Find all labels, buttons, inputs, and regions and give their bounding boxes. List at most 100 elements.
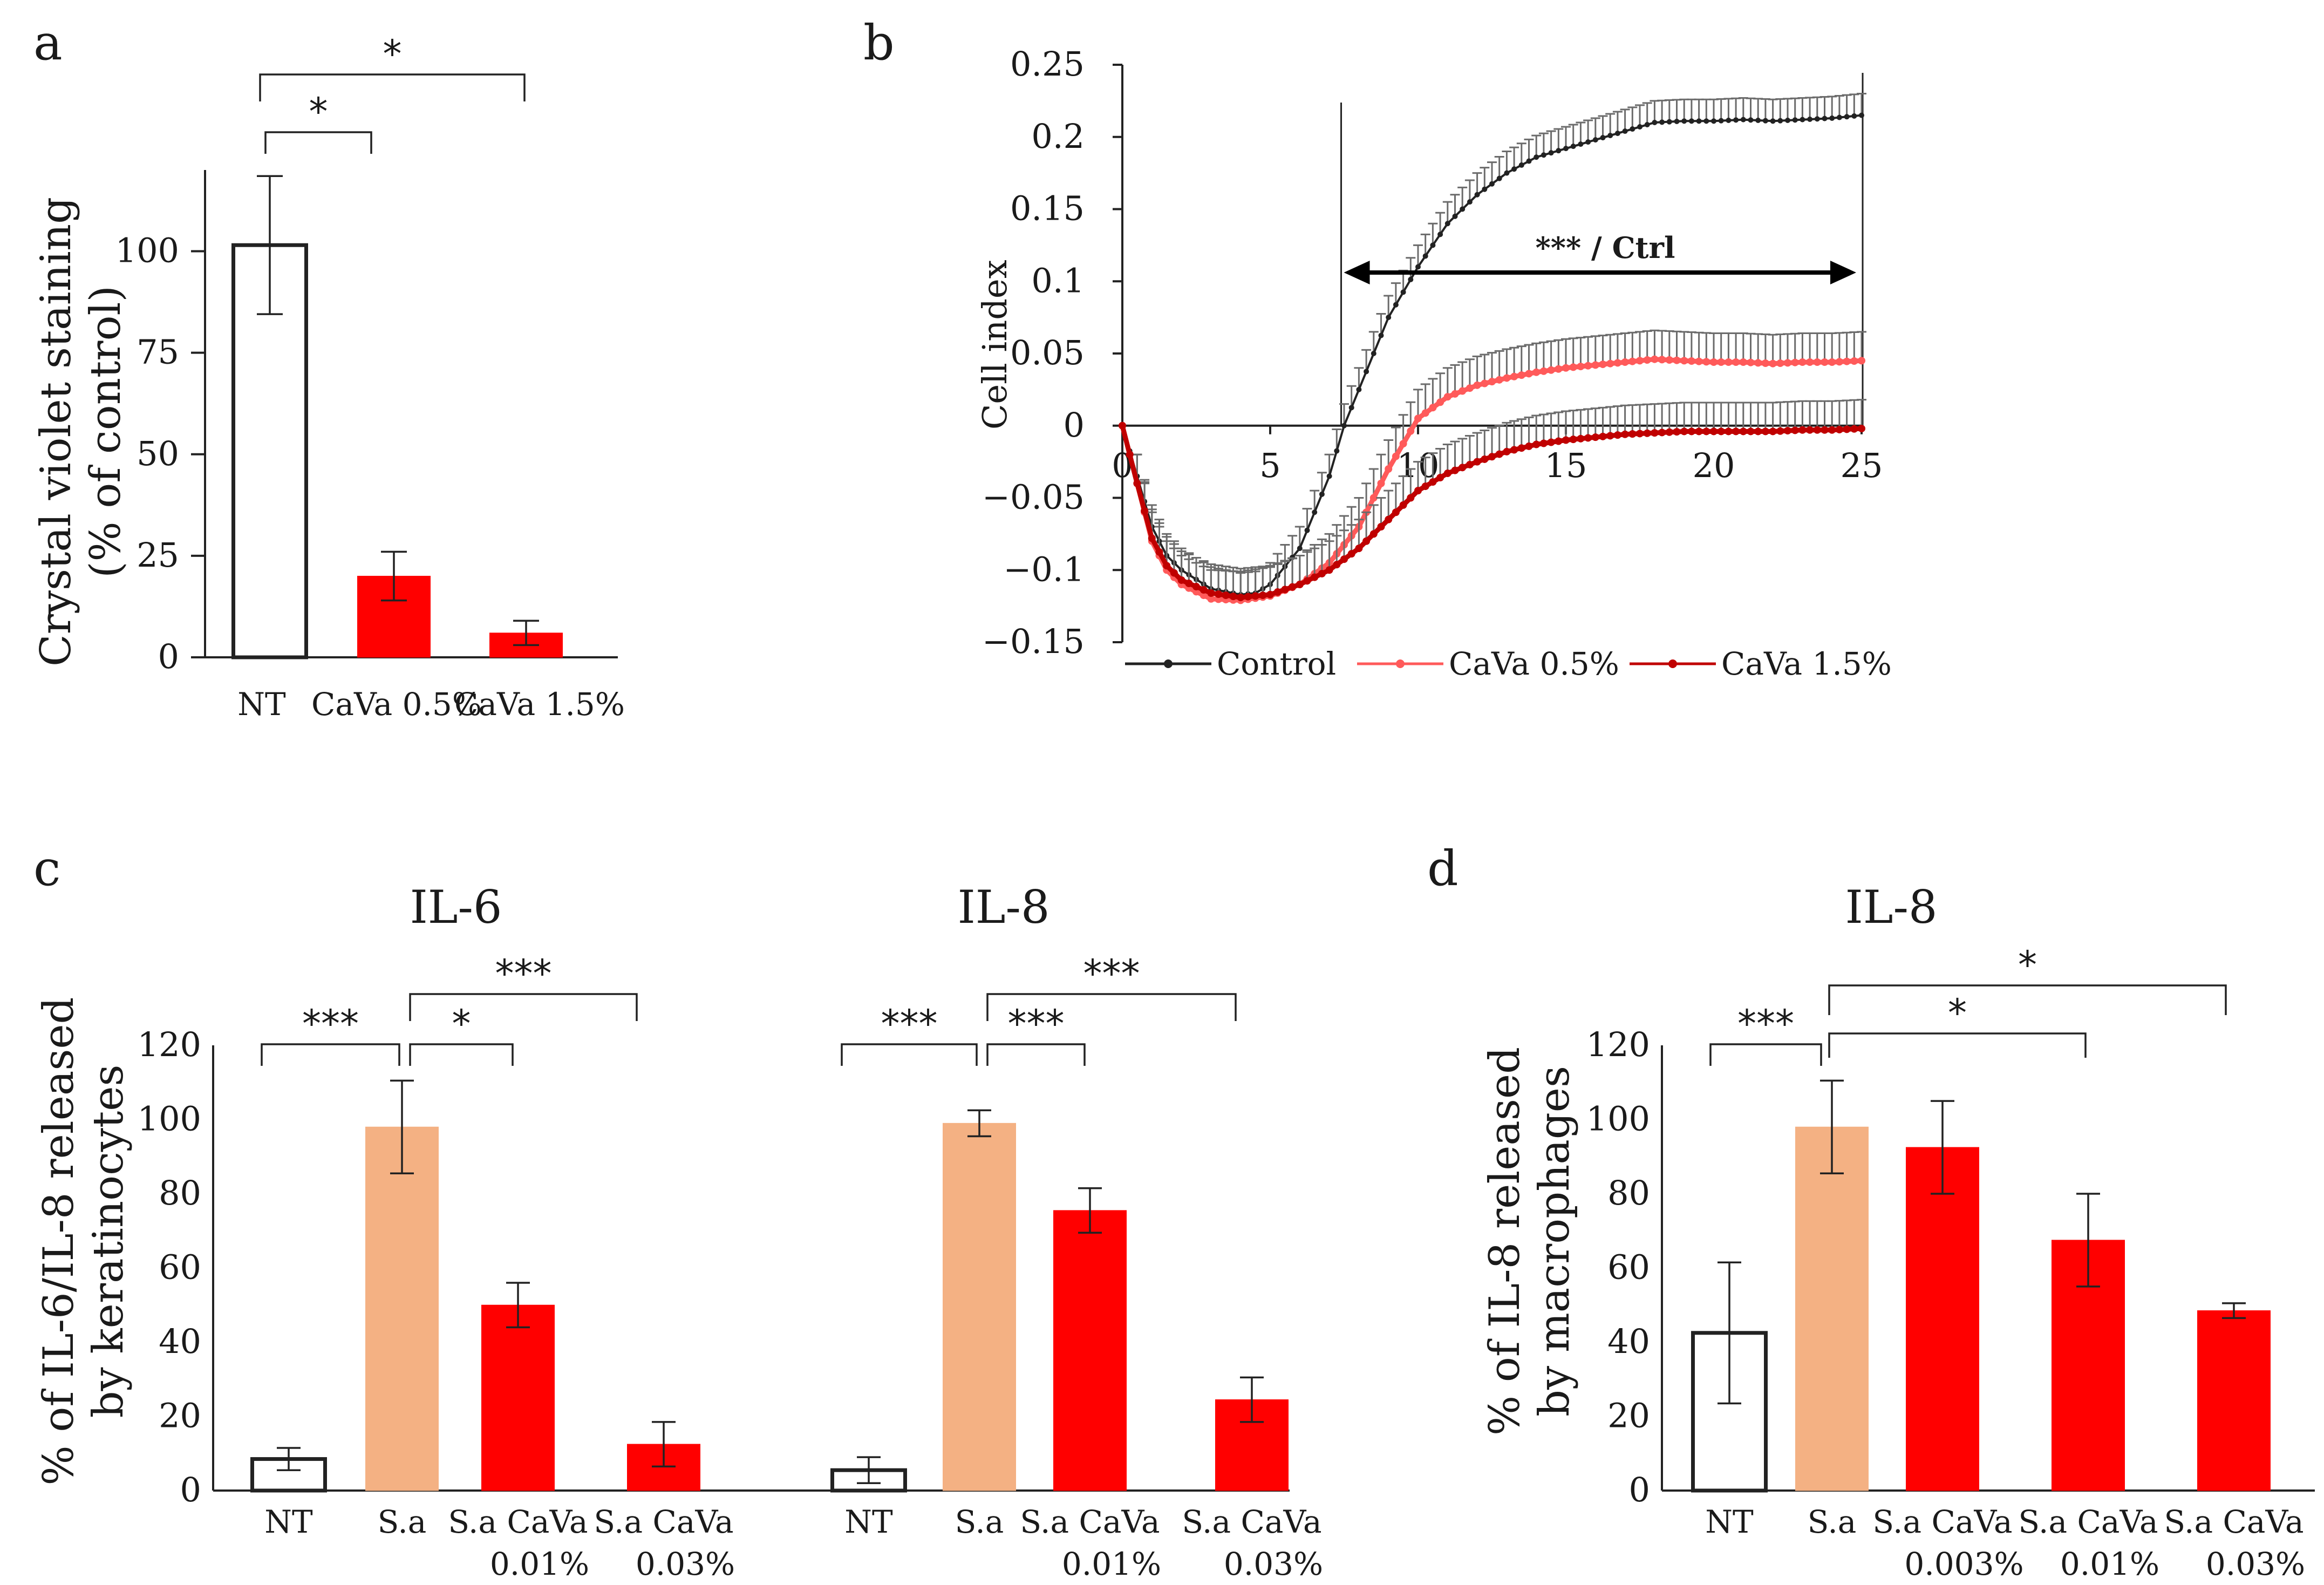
x-tick-label: S.a CaVa — [2018, 1504, 2158, 1540]
data-point — [1392, 452, 1400, 460]
data-point — [1481, 379, 1489, 387]
data-point — [1473, 458, 1481, 466]
data-point — [1710, 358, 1718, 366]
error-bar — [277, 1447, 301, 1471]
data-point — [1163, 562, 1171, 570]
significance-line — [1828, 984, 2227, 1015]
x-tick-label-dose: 0.03% — [636, 1546, 735, 1582]
y-tick-label: 20 — [159, 1396, 201, 1436]
x-tick-label: 20 — [1693, 446, 1735, 485]
group-il-8: IL-8 NT S.a S.a CaVa 0.01% S.a CaVa 0.03% *** **… — [830, 881, 1323, 1582]
x-tick-label-dose: 0.01% — [1062, 1546, 1161, 1582]
y-axis: 0 20 40 60 80 100 120 — [1586, 1025, 1663, 1509]
data-point — [1695, 357, 1703, 365]
data-point — [1726, 117, 1732, 123]
data-point — [1703, 118, 1709, 124]
data-point — [1762, 118, 1768, 124]
significance-label: *** — [302, 1002, 359, 1046]
data-point — [1821, 358, 1829, 366]
data-point — [1369, 530, 1378, 538]
error-bar — [652, 1421, 676, 1468]
y-tick-label: 0 — [1064, 405, 1085, 445]
y-tick-label: 40 — [1607, 1322, 1650, 1361]
data-point — [1858, 425, 1865, 433]
significance-bracket: * — [1828, 943, 2227, 1015]
data-point — [1732, 427, 1740, 436]
bar — [1053, 1210, 1127, 1491]
data-point — [1651, 355, 1659, 363]
data-point — [1414, 487, 1422, 495]
data-point — [1460, 206, 1466, 212]
data-point — [1851, 113, 1857, 119]
error-bar — [390, 1079, 414, 1174]
data-point — [1696, 118, 1702, 124]
significance-label: *** — [881, 1002, 938, 1046]
data-point — [1488, 453, 1496, 461]
data-point — [1725, 427, 1733, 436]
y-axis-label: Crystal violet staining (% of control) — [32, 197, 130, 666]
panel-b: b −0.15 −0.1 −0.05 0 0.05 0.1 0.15 0.2 0.25 Cell … — [863, 15, 1892, 682]
data-point — [1784, 427, 1791, 435]
data-point — [1770, 118, 1776, 124]
data-point — [1378, 332, 1384, 338]
significance-label: * — [309, 90, 328, 134]
error-bar — [506, 1282, 530, 1329]
panel-label-c: c — [33, 840, 60, 897]
data-point — [1141, 507, 1149, 515]
significance-line — [986, 1043, 1086, 1066]
data-point — [1259, 591, 1267, 600]
x-tick-label: S.a CaVa — [1182, 1504, 1321, 1540]
data-point — [1547, 438, 1555, 446]
data-point — [1584, 362, 1592, 370]
y-axis-label: Cell index — [975, 260, 1014, 430]
data-point — [1133, 479, 1141, 487]
data-point — [1517, 444, 1525, 452]
x-tick-label-dose: 0.03% — [2206, 1546, 2305, 1582]
significance-bracket: *** — [986, 1002, 1086, 1066]
data-point — [1622, 128, 1628, 134]
data-point — [1570, 144, 1576, 149]
data-point — [1155, 548, 1163, 556]
data-point — [1556, 148, 1562, 154]
data-point — [1674, 118, 1680, 124]
data-point — [1769, 359, 1777, 368]
data-point — [1421, 482, 1429, 491]
data-point — [1371, 351, 1376, 356]
data-point — [1555, 365, 1563, 373]
y-axis-label-line: Crystal violet staining — [32, 197, 80, 666]
data-point — [1451, 466, 1459, 474]
data-point — [1585, 139, 1591, 145]
x-tick-label: S.a CaVa — [448, 1504, 588, 1540]
data-point — [1578, 141, 1584, 147]
data-point — [1850, 357, 1858, 365]
y-axis-label-line: % of IL-6/IL-8 released — [35, 997, 83, 1486]
x-tick-label: NT — [844, 1504, 893, 1540]
data-point — [1732, 358, 1740, 366]
data-point — [1761, 359, 1769, 368]
y-tick-label: −0.15 — [982, 622, 1085, 661]
data-point — [1665, 428, 1673, 436]
legend-item: CaVa 0.5% — [1357, 645, 1619, 682]
data-point — [1496, 175, 1502, 181]
significance-label: *** — [1083, 951, 1140, 996]
series-line — [1120, 357, 1862, 603]
data-point — [1592, 137, 1598, 143]
y-tick-label: 20 — [1607, 1396, 1650, 1436]
data-point — [1437, 232, 1443, 237]
data-point — [1244, 593, 1252, 601]
data-point — [1222, 591, 1230, 600]
data-point — [1415, 264, 1421, 270]
x-tick-label: S.a CaVa — [594, 1504, 733, 1540]
data-point — [1555, 437, 1563, 445]
y-tick-label: 80 — [1607, 1173, 1650, 1213]
significance-label: *** — [1008, 1002, 1065, 1046]
legend-marker — [1164, 659, 1173, 668]
x-tick-label: NT — [237, 686, 286, 723]
significance-label: * — [2018, 943, 2037, 987]
y-tick-label: 100 — [115, 231, 179, 270]
x-tick-label: S.a CaVa — [2164, 1504, 2303, 1540]
data-point — [1207, 595, 1215, 603]
data-point — [1747, 358, 1755, 366]
